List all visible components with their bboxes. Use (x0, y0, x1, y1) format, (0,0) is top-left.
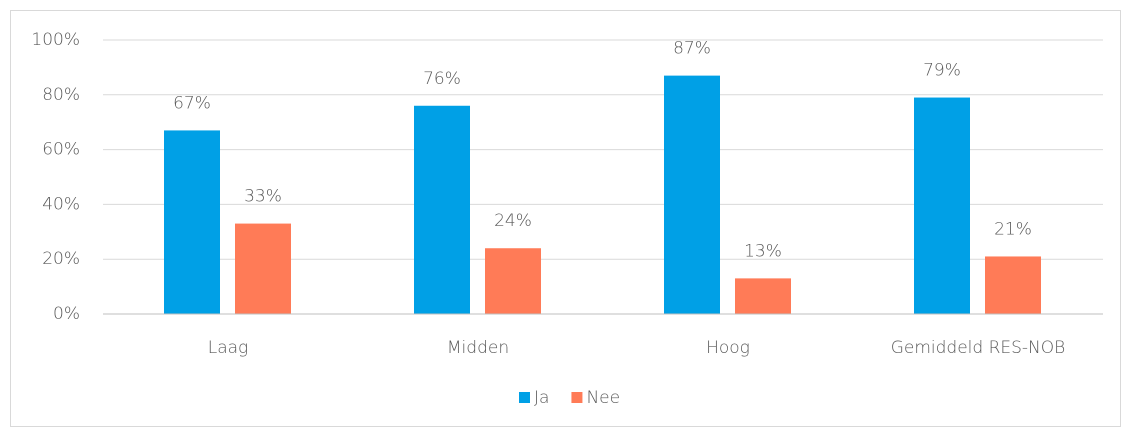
y-tick-label: 20% (42, 249, 80, 269)
x-tick-label: Hoog (706, 338, 750, 358)
x-tick-label: Gemiddeld RES-NOB (891, 338, 1066, 358)
bar (164, 130, 220, 314)
y-tick-label: 40% (42, 194, 80, 214)
bar (735, 278, 791, 314)
legend-swatch (571, 392, 583, 403)
value-label: 87% (673, 39, 711, 59)
bar (914, 97, 970, 314)
bar (664, 75, 720, 315)
value-label: 13% (744, 241, 782, 261)
value-label: 79% (923, 61, 961, 81)
value-label: 76% (423, 69, 461, 89)
legend-swatch (519, 392, 530, 403)
bar (235, 223, 291, 314)
y-tick-label: 60% (42, 140, 80, 160)
legend-label: Ja (534, 388, 549, 408)
x-tick-label: Laag (208, 338, 249, 358)
value-label: 21% (994, 219, 1032, 239)
y-tick-label: 0% (53, 304, 80, 324)
y-tick-label: 80% (42, 85, 80, 105)
bar (414, 105, 470, 314)
value-label: 67% (173, 93, 211, 113)
y-tick-label: 100% (31, 30, 80, 50)
value-label: 33% (244, 187, 282, 207)
legend-label: Nee (586, 388, 620, 408)
x-tick-label: Midden (447, 338, 509, 358)
value-label: 24% (494, 211, 532, 231)
bar (985, 256, 1041, 314)
bar (485, 248, 541, 314)
